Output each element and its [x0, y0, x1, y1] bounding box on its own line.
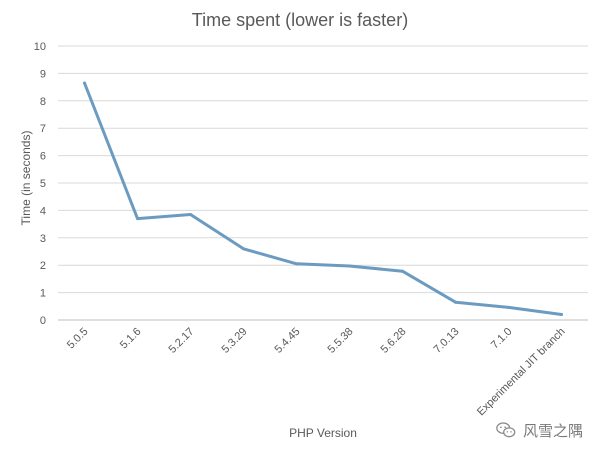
watermark-text: 风雪之隅	[522, 421, 583, 440]
series-line	[83, 81, 563, 316]
y-axis-label: Time (in seconds)	[19, 131, 33, 226]
x-tick-label: 7.1.0	[489, 326, 515, 352]
x-tick-label: 7.0.13	[432, 326, 462, 356]
wechat-icon	[496, 422, 516, 438]
x-tick-label: Experimental JIT branch	[475, 326, 568, 419]
data-point	[560, 313, 563, 317]
x-tick-labels: 5.0.5 5.1.6 5.2.17 5.3.29 5.4.45 5.5.38 5.6.28…	[65, 326, 568, 419]
x-tick-label: 5.0.5	[65, 326, 91, 352]
y-tick-label: 2	[40, 260, 46, 272]
x-tick-label: 5.5.38	[326, 326, 356, 356]
data-point	[242, 247, 245, 251]
gridlines	[58, 45, 588, 321]
y-tick-label: 0	[40, 315, 46, 327]
y-tick-label: 4	[40, 205, 46, 217]
data-point	[507, 305, 510, 309]
chart-title: Time spent (lower is faster)	[192, 10, 408, 30]
data-point	[189, 213, 192, 217]
x-tick-label: 5.6.28	[379, 326, 409, 356]
y-tick-label: 5	[40, 178, 46, 190]
y-tick-label: 8	[40, 96, 46, 108]
y-tick-labels: 0 1 2 3 4 5 6 7 8 9 10	[34, 41, 46, 327]
x-tick-label: 5.2.17	[167, 326, 197, 356]
data-point	[83, 81, 86, 85]
x-tick-label: 5.1.6	[118, 326, 144, 352]
y-tick-label: 10	[34, 41, 46, 53]
data-point	[401, 269, 404, 273]
y-tick-label: 6	[40, 151, 46, 163]
series-line-group	[83, 81, 563, 317]
y-tick-label: 3	[40, 233, 46, 245]
x-axis-label: PHP Version	[289, 426, 357, 440]
y-tick-label: 1	[40, 288, 46, 300]
x-tick-label: 5.4.45	[273, 326, 303, 356]
data-point	[136, 217, 139, 221]
y-tick-label: 9	[40, 68, 46, 80]
data-point	[348, 264, 351, 268]
data-point	[295, 262, 298, 266]
watermark: 风雪之隅	[495, 419, 583, 441]
data-point	[454, 300, 457, 304]
y-tick-label: 7	[40, 123, 46, 135]
x-tick-label: 5.3.29	[220, 326, 250, 356]
